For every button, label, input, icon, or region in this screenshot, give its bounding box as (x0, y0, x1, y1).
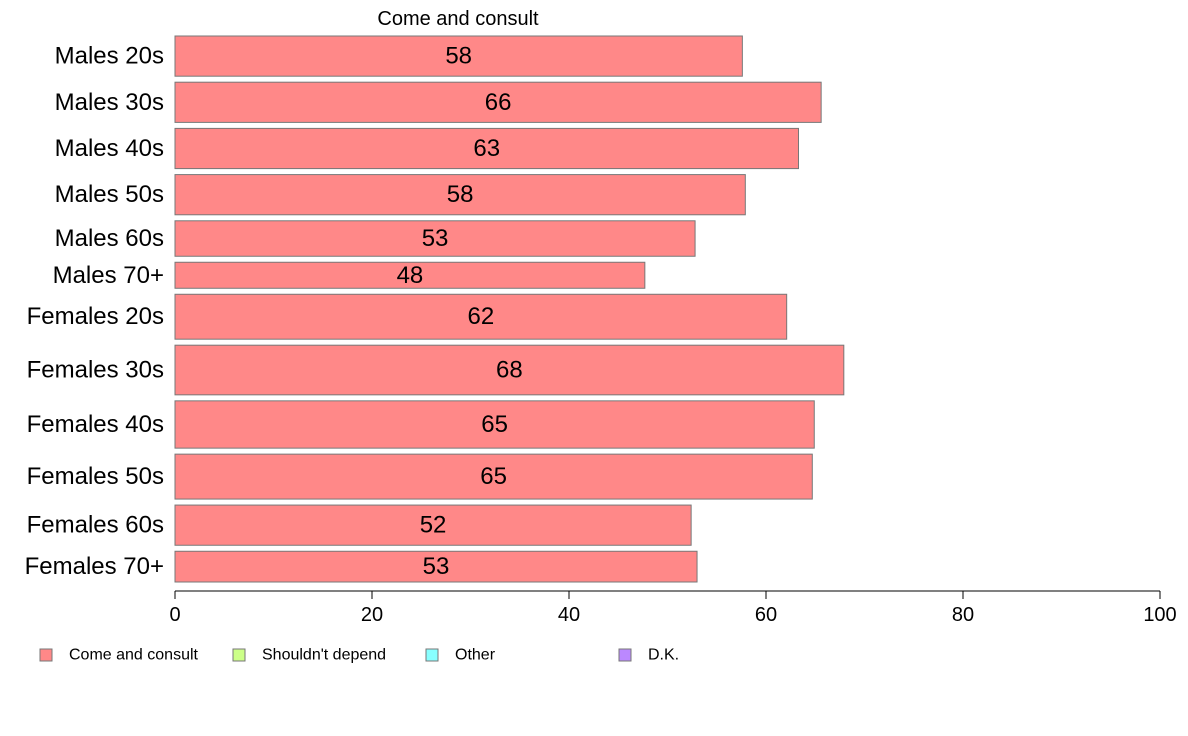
x-tick-label: 20 (361, 604, 383, 626)
category-label: Females 30s (27, 357, 164, 384)
bar-value-label: 58 (445, 43, 472, 70)
legend-label: Shouldn't depend (262, 647, 386, 664)
x-tick-label: 40 (558, 604, 580, 626)
bar-value-label: 52 (420, 512, 447, 539)
bar (174, 220, 696, 257)
bar (174, 550, 698, 583)
x-tick-label: 100 (1143, 604, 1176, 626)
category-label: Males 60s (55, 225, 164, 252)
category-label: Females 50s (27, 463, 164, 490)
bar (174, 35, 743, 77)
bars-group: 58 Males 20s 66 Males 30s 63 Males 40s 58 Males… (25, 35, 845, 583)
bar (174, 81, 822, 123)
legend: Come and consult Shouldn't depend Other D.K… (39, 647, 679, 664)
bar (174, 453, 813, 500)
legend-label: D.K. (648, 647, 679, 664)
bar-value-label: 63 (473, 135, 500, 162)
bar (174, 174, 746, 216)
category-label: Males 20s (55, 43, 164, 70)
legend-swatch (39, 648, 53, 662)
category-label: Females 70+ (25, 553, 164, 580)
bar (174, 261, 646, 289)
bar-value-label: 66 (485, 89, 512, 116)
chart-title: Come and consult (377, 8, 539, 30)
legend-label: Come and consult (69, 647, 199, 664)
x-axis: 0 20 40 60 80 100 (169, 590, 1177, 626)
bar (174, 344, 845, 396)
bar (174, 293, 788, 340)
category-label: Males 40s (55, 135, 164, 162)
bar-value-label: 65 (480, 463, 507, 490)
legend-swatch (618, 648, 632, 662)
bar-value-label: 68 (496, 357, 523, 384)
x-tick-label: 60 (755, 604, 777, 626)
x-tick-label: 80 (952, 604, 974, 626)
bar-value-label: 62 (467, 303, 494, 330)
legend-swatch (232, 648, 246, 662)
category-label: Females 60s (27, 512, 164, 539)
legend-label: Other (455, 647, 496, 664)
category-label: Females 20s (27, 303, 164, 330)
bar-value-label: 65 (481, 411, 508, 438)
legend-swatch (425, 648, 439, 662)
bar-value-label: 48 (397, 262, 424, 289)
bar-value-label: 58 (447, 181, 474, 208)
bar-value-label: 53 (423, 553, 450, 580)
category-label: Males 70+ (53, 262, 164, 289)
category-label: Males 30s (55, 89, 164, 116)
bar (174, 504, 692, 546)
x-tick-label: 0 (169, 604, 180, 626)
bar (174, 127, 800, 170)
bar (174, 400, 815, 449)
category-label: Females 40s (27, 411, 164, 438)
bar-value-label: 53 (422, 225, 449, 252)
category-label: Males 50s (55, 181, 164, 208)
